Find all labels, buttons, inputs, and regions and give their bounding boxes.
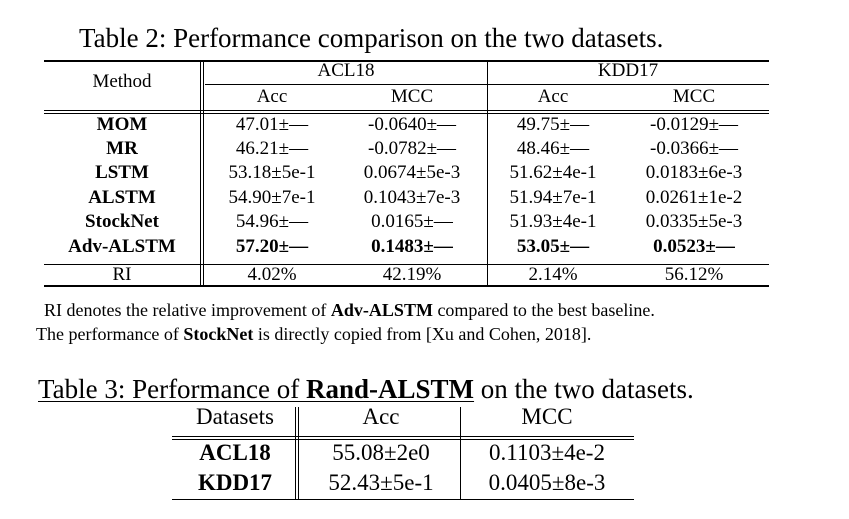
row-method: ALSTM <box>88 187 156 208</box>
table3-caption-text: Table 3: Performance of <box>38 374 306 404</box>
table3-header-mcc: MCC <box>521 404 573 429</box>
table3-double-vrule-b <box>298 407 299 500</box>
header-acl18: ACL18 <box>317 60 375 81</box>
cell-mcc-acl18: 0.1483±— <box>371 236 453 257</box>
cell-mcc-kdd17: 0.0523±— <box>653 236 735 257</box>
table3-mcc: 0.1103±4e-2 <box>489 440 605 465</box>
cell-acc-kdd17: 51.62±4e-1 <box>509 162 597 183</box>
table3-dataset: ACL18 <box>199 440 271 465</box>
note-text: is directly copied from [Xu and Cohen, 2… <box>253 324 592 344</box>
header-acc-acl18: Acc <box>256 86 288 107</box>
row-method: StockNet <box>85 211 159 232</box>
table3-caption-bold: Rand-ALSTM <box>306 374 475 404</box>
cell-acc-kdd17: 49.75±— <box>516 114 590 135</box>
row-method: LSTM <box>95 162 149 183</box>
table2-group-vrule <box>487 61 488 286</box>
cell-mcc-kdd17: 0.0261±1e-2 <box>645 187 743 208</box>
table3-header-acc: Acc <box>362 404 400 429</box>
ri-acc-acl18: 4.02% <box>247 264 297 285</box>
table2-double-vrule-a <box>200 61 201 286</box>
cell-acc-kdd17: 51.93±4e-1 <box>509 211 597 232</box>
ri-acc-kdd17: 2.14% <box>528 264 578 285</box>
table3-header-rule-1 <box>172 436 634 437</box>
row-method: MOM <box>96 114 148 135</box>
note-text: compared to the best baseline. <box>432 300 655 320</box>
row-method: Adv-ALSTM <box>68 236 176 257</box>
table3-caption-text: on the two datasets. <box>474 374 694 404</box>
table3-dataset: KDD17 <box>197 470 273 495</box>
table2-bottom-rule <box>44 285 769 287</box>
table2-header-rule-2 <box>44 113 769 114</box>
cell-acc-acl18: 47.01±— <box>235 114 309 135</box>
cell-mcc-acl18: 0.0674±5e-3 <box>363 162 461 183</box>
cell-acc-kdd17: 51.94±7e-1 <box>509 187 597 208</box>
cell-acc-kdd17: 48.46±— <box>516 138 590 159</box>
header-mcc-acl18: MCC <box>390 86 434 107</box>
table2-header-rule-1 <box>44 110 769 111</box>
cell-acc-kdd17: 53.05±— <box>516 236 590 257</box>
cell-mcc-kdd17: -0.0366±— <box>649 138 739 159</box>
cell-acc-acl18: 54.96±— <box>235 211 309 232</box>
cell-mcc-acl18: -0.0640±— <box>367 114 457 135</box>
ri-label: RI <box>112 264 132 285</box>
table3-acc: 55.08±2e0 <box>332 440 430 465</box>
cell-acc-acl18: 53.18±5e-1 <box>228 162 316 183</box>
header-mcc-kdd17: MCC <box>672 86 716 107</box>
cell-mcc-kdd17: -0.0129±— <box>649 114 739 135</box>
note-text: The performance of <box>36 324 184 344</box>
ri-mcc-acl18: 42.19% <box>382 264 442 285</box>
table3-vrule <box>460 407 461 500</box>
table3-header-datasets: Datasets <box>196 404 274 429</box>
note-bold-method: Adv-ALSTM <box>330 300 433 320</box>
table2-double-vrule-b <box>203 61 204 286</box>
cell-acc-acl18: 57.20±— <box>235 236 309 257</box>
table2-note-line2: The performance of StockNet is directly … <box>36 324 591 345</box>
header-method: Method <box>92 71 152 92</box>
table2-caption: Table 2: Performance comparison on the t… <box>79 23 664 53</box>
note-bold-method: StockNet <box>183 324 254 344</box>
table2-note-line1: RI denotes the relative improvement of A… <box>44 300 655 321</box>
table3-double-vrule-a <box>295 407 296 500</box>
table3-header-rule-2 <box>172 439 634 440</box>
note-text: RI denotes the relative improvement of <box>44 300 331 320</box>
ri-mcc-kdd17: 56.12% <box>664 264 724 285</box>
header-kdd17: KDD17 <box>597 60 659 81</box>
table3-caption: Table 3: Performance of Rand-ALSTM on th… <box>38 374 694 405</box>
header-acc-kdd17: Acc <box>537 86 569 107</box>
cell-acc-acl18: 46.21±— <box>235 138 309 159</box>
table3-bottom-rule <box>172 499 634 500</box>
table3-mcc: 0.0405±8e-3 <box>488 470 606 495</box>
cell-mcc-kdd17: 0.0335±5e-3 <box>645 211 743 232</box>
row-method: MR <box>106 138 138 159</box>
cell-acc-acl18: 54.90±7e-1 <box>228 187 316 208</box>
table2-ri-rule <box>44 264 769 265</box>
cell-mcc-acl18: 0.0165±— <box>371 211 453 232</box>
table2-top-rule <box>44 60 769 62</box>
cell-mcc-kdd17: 0.0183±6e-3 <box>645 162 743 183</box>
cell-mcc-acl18: -0.0782±— <box>367 138 457 159</box>
table3-acc: 52.43±5e-1 <box>328 470 434 495</box>
cell-mcc-acl18: 0.1043±7e-3 <box>363 187 461 208</box>
